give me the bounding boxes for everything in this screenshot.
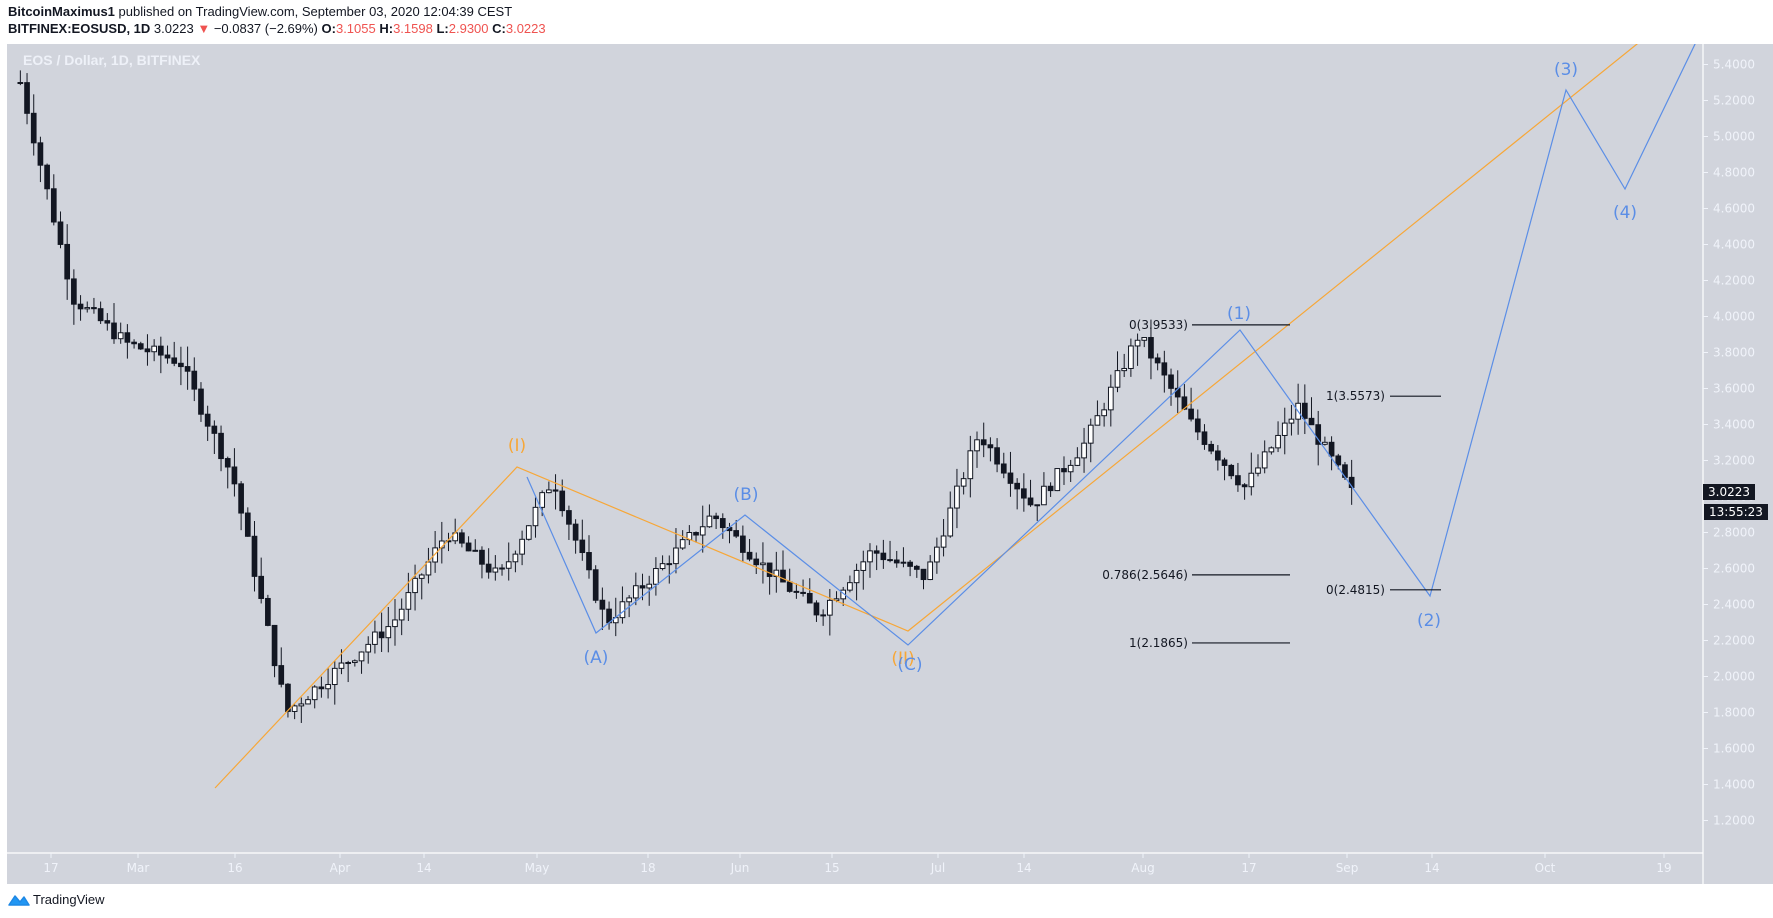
svg-text:(2): (2) — [1417, 611, 1441, 631]
svg-text:May: May — [525, 861, 550, 875]
svg-text:2.0000: 2.0000 — [1713, 670, 1755, 684]
svg-text:4.0000: 4.0000 — [1713, 310, 1755, 324]
svg-text:4.6000: 4.6000 — [1713, 202, 1755, 216]
svg-text:14: 14 — [1424, 861, 1439, 875]
svg-text:3.6000: 3.6000 — [1713, 382, 1755, 396]
svg-text:(A): (A) — [584, 648, 609, 668]
open-label: O: — [321, 21, 336, 36]
svg-text:1.8000: 1.8000 — [1713, 706, 1755, 720]
svg-text:Mar: Mar — [127, 861, 150, 875]
svg-text:14: 14 — [416, 861, 431, 875]
svg-text:Jul: Jul — [930, 861, 945, 875]
svg-text:(I): (I) — [508, 436, 526, 456]
svg-text:0(3.9533): 0(3.9533) — [1129, 318, 1188, 332]
svg-text:0.786(2.5646): 0.786(2.5646) — [1102, 568, 1188, 582]
svg-text:Sep: Sep — [1336, 861, 1359, 875]
tradingview-logo-icon — [8, 894, 30, 906]
svg-text:(1): (1) — [1227, 304, 1251, 324]
svg-text:2.8000: 2.8000 — [1713, 526, 1755, 540]
close-label: C: — [492, 21, 506, 36]
close-value: 3.0223 — [505, 21, 546, 36]
chart-area[interactable]: 5.4000 5.2000 5.0000 4.8000 4.6000 4.4000 4.20… — [7, 44, 1773, 884]
svg-text:(3): (3) — [1554, 60, 1578, 80]
svg-text:3.8000: 3.8000 — [1713, 346, 1755, 360]
svg-text:2.6000: 2.6000 — [1713, 562, 1755, 576]
low-value: 2.9300 — [448, 21, 489, 36]
svg-text:Oct: Oct — [1535, 861, 1556, 875]
open-value: 3.1055 — [335, 21, 376, 36]
ohlc-legend: BITFINEX:EOSUSD, 1D 3.0223 ▼ −0.0837 (−2… — [8, 21, 546, 36]
footer-brand[interactable]: TradingView — [8, 892, 105, 907]
svg-text:19: 19 — [1656, 861, 1671, 875]
published-text: published on TradingView.com, September … — [118, 4, 513, 19]
svg-text:18: 18 — [640, 861, 655, 875]
svg-text:(4): (4) — [1613, 203, 1637, 223]
brand-name: TradingView — [33, 892, 105, 907]
svg-text:15: 15 — [824, 861, 839, 875]
price-change: −0.0837 (−2.69%) — [213, 21, 318, 36]
svg-text:2.2000: 2.2000 — [1713, 634, 1755, 648]
chart-canvas[interactable]: 5.4000 5.2000 5.0000 4.8000 4.6000 4.4000 4.20… — [7, 44, 1773, 884]
svg-text:16: 16 — [227, 861, 242, 875]
down-arrow-icon: ▼ — [197, 21, 211, 36]
svg-text:3.2000: 3.2000 — [1713, 454, 1755, 468]
svg-text:4.8000: 4.8000 — [1713, 166, 1755, 180]
countdown-tag: 13:55:23 — [1704, 504, 1768, 520]
svg-text:1(2.1865): 1(2.1865) — [1129, 636, 1188, 650]
last-price: 3.0223 — [153, 21, 194, 36]
chart-title: EOS / Dollar, 1D, BITFINEX — [23, 52, 201, 68]
svg-text:2.4000: 2.4000 — [1713, 598, 1755, 612]
author-name[interactable]: BitcoinMaximus1 — [8, 4, 115, 19]
svg-text:4.2000: 4.2000 — [1713, 274, 1755, 288]
svg-text:5.0000: 5.0000 — [1713, 130, 1755, 144]
high-value: 3.1598 — [393, 21, 433, 36]
svg-text:1.2000: 1.2000 — [1713, 814, 1755, 828]
svg-text:(C): (C) — [897, 655, 922, 675]
svg-text:3.4000: 3.4000 — [1713, 418, 1755, 432]
svg-text:Aug: Aug — [1131, 861, 1154, 875]
svg-text:1.4000: 1.4000 — [1713, 778, 1755, 792]
low-label: L: — [436, 21, 449, 36]
svg-text:5.2000: 5.2000 — [1713, 94, 1755, 108]
svg-text:14: 14 — [1016, 861, 1031, 875]
svg-text:17: 17 — [43, 861, 58, 875]
svg-text:1.6000: 1.6000 — [1713, 742, 1755, 756]
svg-text:1(3.5573): 1(3.5573) — [1326, 389, 1385, 403]
svg-text:(B): (B) — [734, 485, 759, 505]
svg-text:(II): (II) — [891, 649, 914, 669]
publish-info: BitcoinMaximus1 published on TradingView… — [8, 4, 512, 19]
symbol-label: BITFINEX:EOSUSD, 1D — [8, 21, 151, 36]
svg-text:0(2.4815): 0(2.4815) — [1326, 583, 1385, 597]
svg-text:17: 17 — [1241, 861, 1256, 875]
svg-text:Jun: Jun — [730, 861, 750, 875]
current-price-tag: 3.0223 — [1703, 484, 1755, 500]
svg-text:4.4000: 4.4000 — [1713, 238, 1755, 252]
svg-text:Apr: Apr — [330, 861, 351, 875]
svg-text:5.4000: 5.4000 — [1713, 58, 1755, 72]
high-label: H: — [379, 21, 394, 36]
